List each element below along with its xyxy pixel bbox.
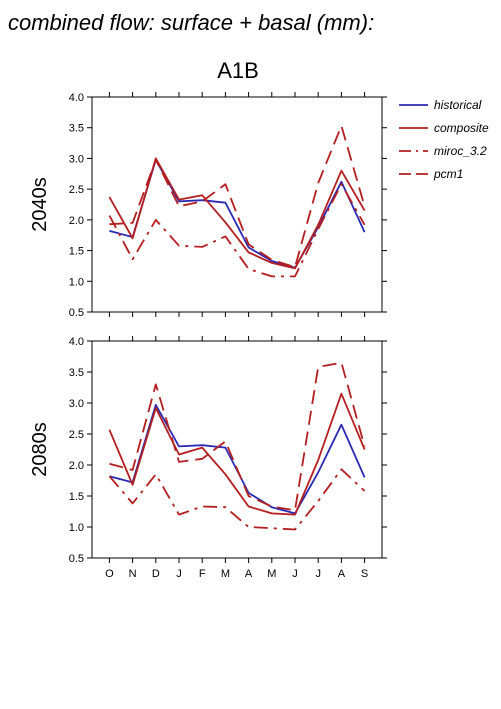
x-tick-label: J: [176, 568, 182, 580]
x-tick-label: M: [267, 568, 276, 580]
y-tick-label: 1.0: [69, 276, 84, 288]
legend-label: historical: [434, 98, 482, 112]
y-tick-label: 2.0: [69, 460, 84, 472]
x-tick-label: N: [129, 568, 137, 580]
y-tick-label: 4.0: [69, 92, 84, 104]
x-tick-label: A: [338, 568, 346, 580]
y-tick-label: 1.5: [69, 246, 84, 258]
row-label: 2040s: [29, 177, 51, 232]
y-tick-label: 1.0: [69, 522, 84, 534]
y-tick-label: 2.5: [69, 184, 84, 196]
y-tick-label: 3.0: [69, 398, 84, 410]
y-tick-label: 2.5: [69, 429, 84, 441]
legend: historical composite miroc_3.2 pcm1: [399, 98, 489, 181]
legend-label: pcm1: [433, 167, 463, 181]
panel-2040s: 0.5 1.0 1.5 2.0 2.5 3.0 3.5 4.0 2040s: [29, 92, 387, 319]
series-line-historical: [109, 158, 366, 269]
x-tick-label: S: [361, 568, 368, 580]
series-line-miroc-3-2: [108, 183, 366, 278]
y-tick-label: 1.5: [69, 491, 84, 503]
x-tick-label: J: [292, 568, 298, 580]
y-tick-label: 3.5: [69, 367, 84, 379]
plot-frame: [91, 340, 383, 559]
x-tick-label: J: [315, 568, 321, 580]
x-tick-label: M: [221, 568, 230, 580]
row-label: 2080s: [29, 422, 51, 477]
legend-label: composite: [434, 121, 489, 135]
panel-2080s: 0.5 1.0 1.5 2.0 2.5 3.0 3.5 4.0 O N D J F M A M J J A S 2080…: [29, 336, 387, 580]
y-tick-label: 0.5: [69, 307, 84, 319]
y-tick-label: 4.0: [69, 336, 84, 348]
x-tick-label: O: [105, 568, 114, 580]
x-tick-label: F: [199, 568, 206, 580]
y-tick-label: 2.0: [69, 215, 84, 227]
y-tick-label: 3.5: [69, 123, 84, 135]
series-line-pcm1: [109, 361, 366, 512]
legend-label: miroc_3.2: [434, 144, 487, 158]
y-tick-label: 0.5: [69, 553, 84, 565]
x-tick-label: D: [152, 568, 160, 580]
scenario-title: A1B: [217, 58, 259, 83]
series-line-composite: [108, 392, 366, 516]
plot-frame: [91, 96, 383, 313]
figure-title: combined flow: surface + basal (mm):: [8, 10, 375, 35]
series-line-miroc-3-2: [108, 468, 366, 531]
series-line-historical: [109, 403, 366, 515]
x-tick-label: A: [245, 568, 253, 580]
series-line-composite: [108, 157, 366, 270]
y-tick-label: 3.0: [69, 153, 84, 165]
series-line-pcm1: [109, 125, 366, 269]
